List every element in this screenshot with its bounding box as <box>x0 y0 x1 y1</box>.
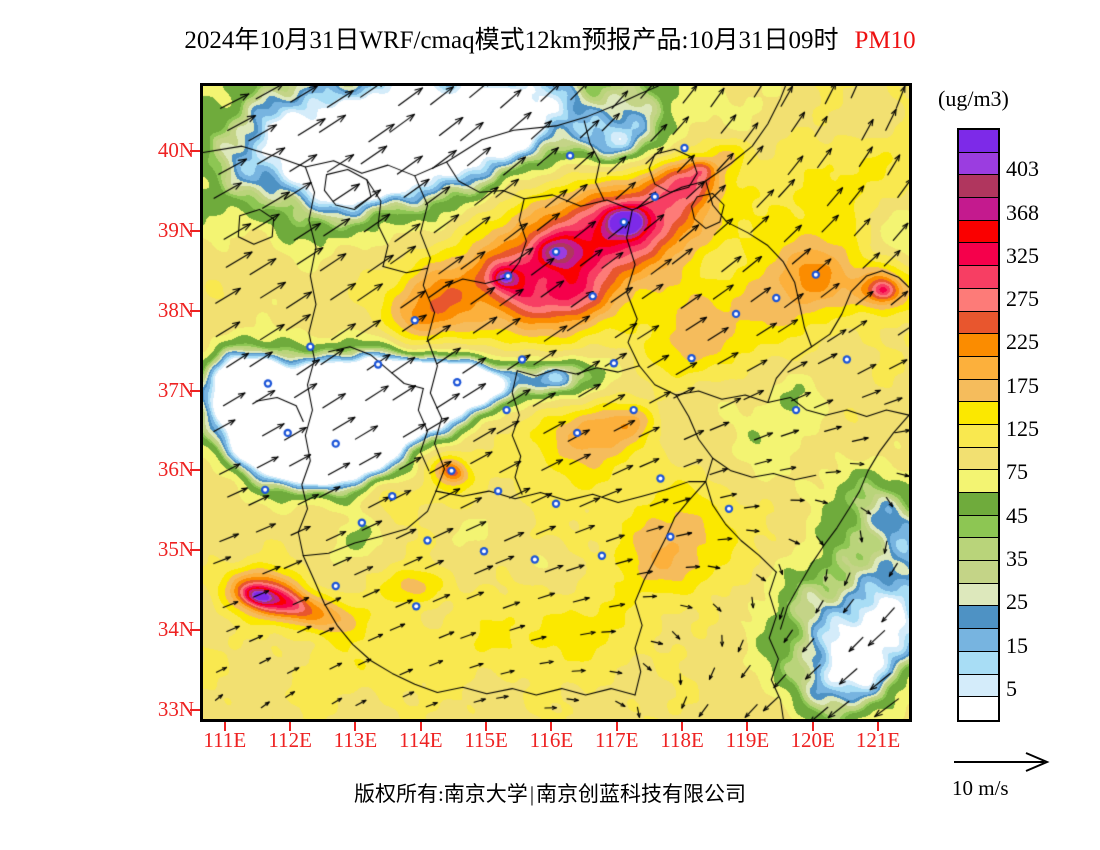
colorbar-label-5: 5 <box>1006 675 1017 701</box>
colorbar-band-25 <box>959 697 998 720</box>
colorbar-label-403: 403 <box>1006 156 1039 182</box>
lat-tick-label-36N: 36N <box>157 457 194 482</box>
lat-tick-label-37N: 37N <box>157 377 194 402</box>
wind-arrow-icon <box>954 752 1050 772</box>
colorbar-label-125: 125 <box>1006 416 1039 442</box>
colorbar-band-6 <box>959 266 998 289</box>
colorbar-band-7 <box>959 288 998 312</box>
colorbar-label-368: 368 <box>1006 199 1039 225</box>
lon-tick-label-111E: 111E <box>203 728 247 752</box>
lon-tick-117E <box>615 722 618 731</box>
lat-tick-40N <box>190 149 200 152</box>
colorbar-label-45: 45 <box>1006 502 1028 528</box>
lat-tick-label-40N: 40N <box>157 137 194 162</box>
wind-key-label: 10 m/s <box>952 776 1009 800</box>
colorbar-band-2 <box>959 175 998 199</box>
colorbar-band-3 <box>959 198 998 221</box>
lon-tick-121E <box>877 722 880 731</box>
colorbar-label-15: 15 <box>1006 632 1028 658</box>
colorbar-band-21 <box>959 606 998 630</box>
colorbar-band-23 <box>959 651 998 675</box>
lon-tick-label-120E: 120E <box>790 728 835 752</box>
colorbar-label-325: 325 <box>1006 242 1039 268</box>
colorbar-band-10 <box>959 356 998 380</box>
lon-tick-label-121E: 121E <box>855 728 901 752</box>
lon-tick-116E <box>550 722 553 731</box>
colorbar-band-15 <box>959 470 998 493</box>
pm10-concentration-map[interactable] <box>203 86 909 719</box>
colorbar-band-11 <box>959 379 998 403</box>
colorbar-band-20 <box>959 583 998 607</box>
lat-tick-label-33N: 33N <box>157 697 194 722</box>
colorbar-label-25: 25 <box>1006 589 1028 615</box>
lon-tick-label-118E: 118E <box>660 728 704 752</box>
lat-tick-37N <box>190 389 200 392</box>
lat-tick-36N <box>190 469 200 472</box>
lon-tick-115E <box>485 722 488 731</box>
colorbar-band-16 <box>959 493 998 516</box>
lon-tick-118E <box>681 722 684 731</box>
lat-tick-label-39N: 39N <box>157 217 194 242</box>
lon-tick-120E <box>811 722 814 731</box>
title-main-text: 2024年10月31日WRF/cmaq模式12km预报产品:10月31日09时 <box>184 27 839 54</box>
lon-tick-label-112E: 112E <box>268 728 312 752</box>
lon-tick-label-116E: 116E <box>529 728 574 752</box>
colorbar-band-19 <box>959 561 998 584</box>
lat-tick-34N <box>190 629 200 632</box>
lat-tick-39N <box>190 229 200 232</box>
colorbar-band-18 <box>959 538 998 562</box>
footer-owner: 版权所有:南京大学 <box>353 782 528 806</box>
lon-tick-label-113E: 113E <box>333 728 378 752</box>
lon-tick-label-119E: 119E <box>725 728 770 752</box>
colorbar-band-9 <box>959 334 998 357</box>
colorbar-label-35: 35 <box>1006 545 1028 571</box>
colorbar-band-13 <box>959 424 998 448</box>
colorbar-label-175: 175 <box>1006 372 1039 398</box>
colorbar-band-4 <box>959 220 998 244</box>
footer-company: 南京创蓝科技有限公司 <box>536 782 747 806</box>
colorbar-units-label: (ug/m3) <box>938 86 1009 111</box>
colorbar-band-1 <box>959 152 998 176</box>
lat-tick-33N <box>190 709 200 712</box>
lat-tick-label-38N: 38N <box>157 297 194 322</box>
lon-tick-119E <box>746 722 749 731</box>
lon-tick-113E <box>354 722 357 731</box>
colorbar[interactable] <box>957 128 1000 722</box>
colorbar-tick-labels: 403 368 325 275 225 175 125 75 45 35 25 15 5 <box>1006 128 1096 722</box>
lat-tick-label-34N: 34N <box>157 617 194 642</box>
title-species-text: PM10 <box>854 27 916 54</box>
colorbar-band-8 <box>959 311 998 335</box>
lat-tick-38N <box>190 309 200 312</box>
lat-tick-label-35N: 35N <box>157 537 194 562</box>
colorbar-band-14 <box>959 447 998 471</box>
footer-separator: | <box>529 782 535 806</box>
lon-tick-label-115E: 115E <box>464 728 508 752</box>
colorbar-band-0 <box>959 130 998 153</box>
map-plot-frame[interactable] <box>200 83 912 722</box>
lon-tick-label-114E: 114E <box>399 728 443 752</box>
colorbar-band-17 <box>959 515 998 539</box>
lat-tick-35N <box>190 549 200 552</box>
colorbar-band-24 <box>959 674 998 698</box>
colorbar-band-5 <box>959 243 998 267</box>
lon-tick-114E <box>419 722 422 731</box>
colorbar-band-22 <box>959 629 998 652</box>
lon-tick-112E <box>289 722 292 731</box>
lon-tick-label-117E: 117E <box>594 728 639 752</box>
colorbar-label-225: 225 <box>1006 329 1039 355</box>
colorbar-label-75: 75 <box>1006 459 1028 485</box>
copyright-footer: 版权所有:南京大学|南京创蓝科技有限公司 <box>0 778 1100 808</box>
page-title: 2024年10月31日WRF/cmaq模式12km预报产品:10月31日09时 P… <box>0 20 1100 56</box>
colorbar-label-275: 275 <box>1006 286 1039 312</box>
lon-tick-111E <box>223 722 226 731</box>
wind-vector-key: 10 m/s <box>952 752 1082 808</box>
colorbar-band-12 <box>959 402 998 425</box>
